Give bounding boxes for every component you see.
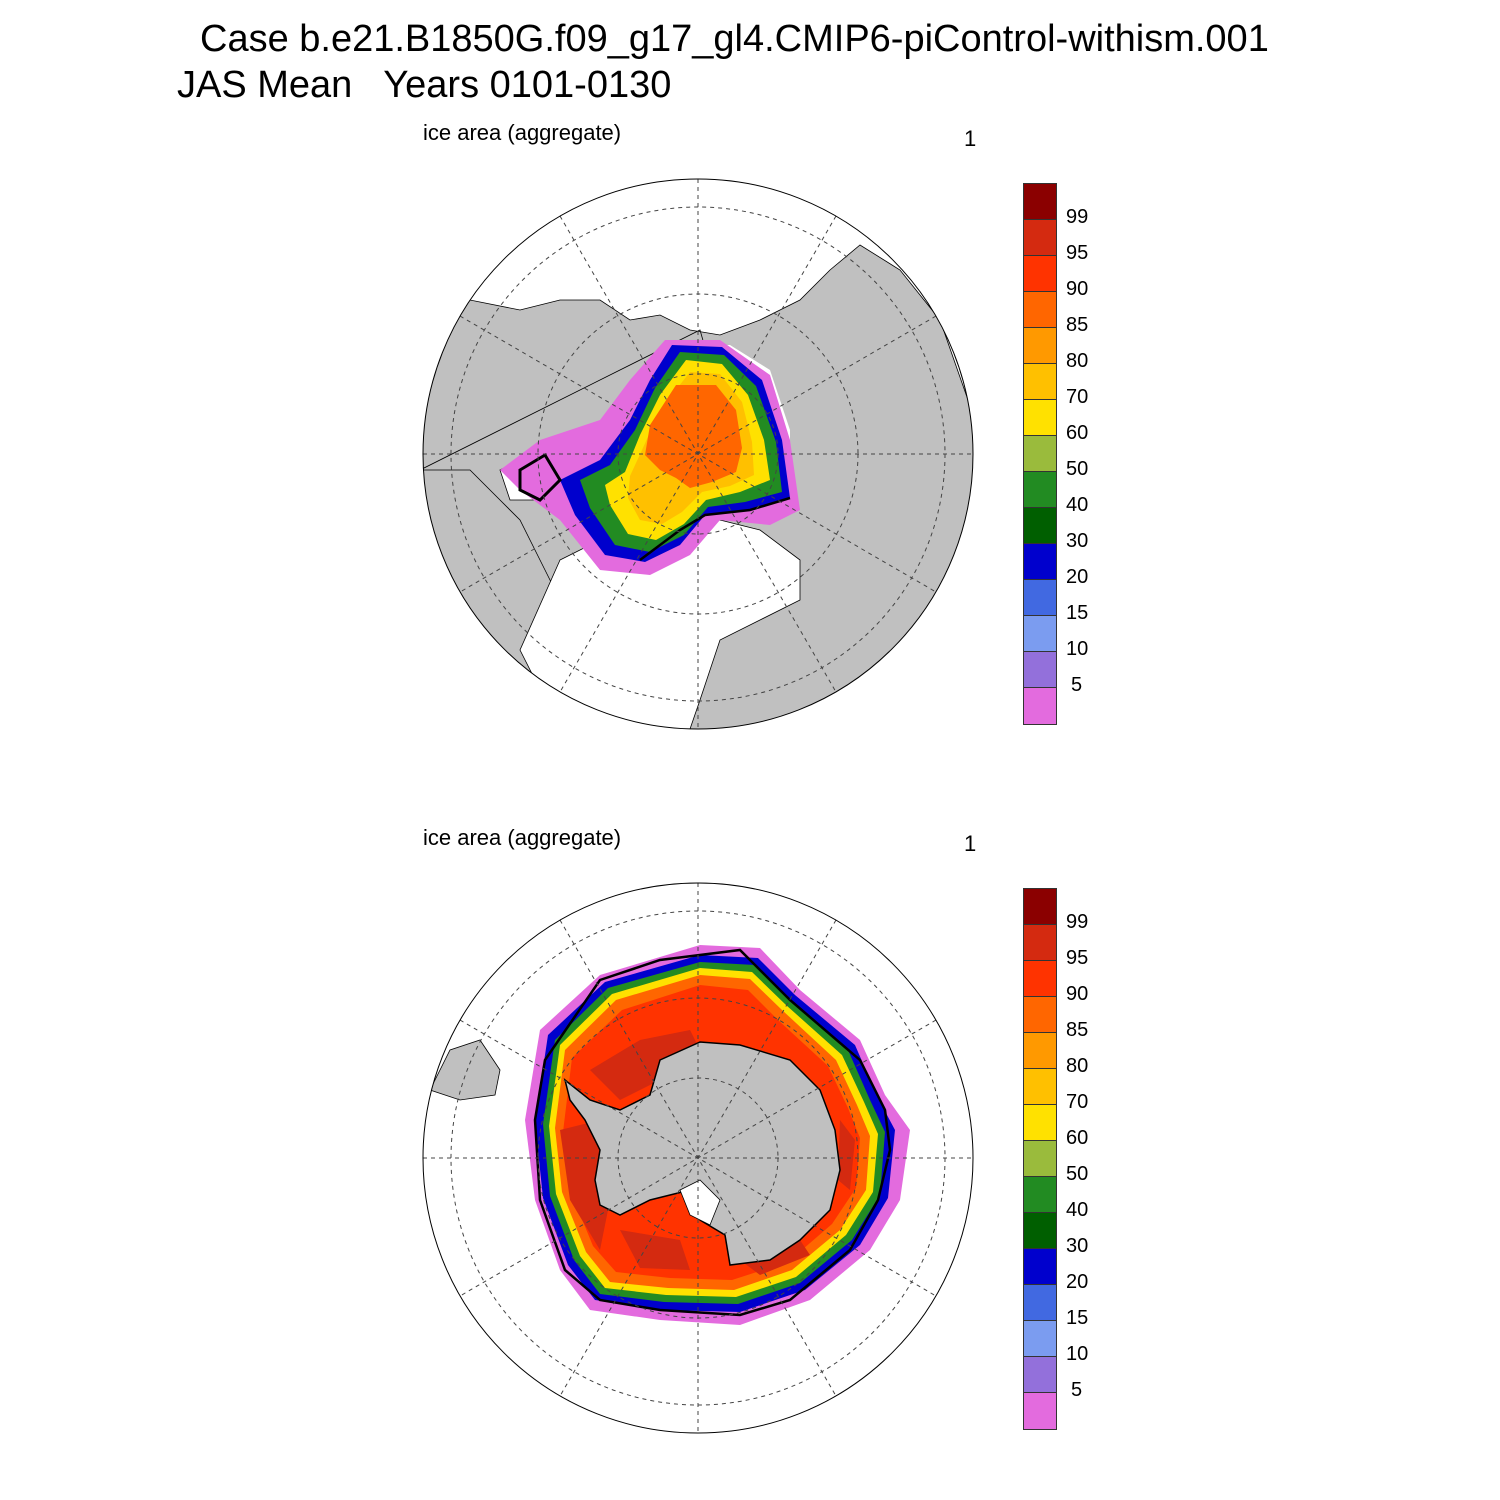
colorbar-north-swatch [1024,652,1056,688]
graticule-north [423,179,973,729]
colorbar-south-tick-label: 99 [1066,911,1089,933]
colorbar-south-swatch [1024,1141,1056,1177]
colorbar-south-tick-label: 95 [1066,947,1089,969]
colorbar-north-tick-label: 40 [1066,494,1089,516]
colorbar-north-tick-label: 90 [1066,278,1089,300]
colorbar-north-tick-label: 15 [1066,602,1089,624]
land-south-america [429,1039,501,1101]
colorbar-south-tick-label: 20 [1066,1271,1089,1293]
colorbar-south-swatch [1024,1357,1056,1393]
colorbar-north-tick-label: 30 [1066,530,1089,552]
colorbar-north-swatch [1024,580,1056,616]
colorbar-north-swatch [1024,616,1056,652]
colorbar-north-tick-label: 70 [1066,386,1089,408]
ice-north-85 [645,385,742,488]
panel-north-number: 1 [964,126,977,151]
colorbar-south-swatch [1024,1321,1056,1357]
colorbar-south-swatch [1024,1393,1056,1429]
graticule-south [423,883,973,1433]
ice-south-95 [560,1030,855,1275]
colorbar-north-tick-label: 95 [1066,242,1089,264]
colorbar-north-swatch [1024,436,1056,472]
colorbar-south-tick-label: 5 [1071,1379,1083,1401]
map-south [423,883,973,1433]
colorbar-south-swatch [1024,1177,1056,1213]
colorbar-north-tick-label: 85 [1066,314,1089,336]
colorbar-south-tick-label: 40 [1066,1199,1089,1221]
colorbar-south-swatch [1024,1285,1056,1321]
colorbar-north-tick-label: 5 [1071,674,1083,696]
colorbar-north-tick-label: 20 [1066,566,1089,588]
colorbar-south-swatch [1024,1249,1056,1285]
colorbar-north-swatch [1024,544,1056,580]
colorbar-south-swatch [1024,1033,1056,1069]
colorbar-south-swatch [1024,1105,1056,1141]
colorbar-south-swatch [1024,925,1056,961]
colorbar-south-swatch [1024,997,1056,1033]
colorbar-south-tick-label: 10 [1066,1343,1089,1365]
colorbar-south-swatch [1024,961,1056,997]
colorbar-south-tick-label: 15 [1066,1307,1089,1329]
colorbar-south-tick-label: 50 [1066,1163,1089,1185]
colorbar-north-swatch [1024,292,1056,328]
colorbar-north-swatch [1024,184,1056,220]
colorbar-south-tick-label: 60 [1066,1127,1089,1149]
colorbar-south-tick-label: 70 [1066,1091,1089,1113]
colorbar-north-tick-label: 99 [1066,206,1089,228]
colorbar-north-tick-label: 10 [1066,638,1089,660]
colorbar-north-tick-label: 50 [1066,458,1089,480]
colorbar-north-swatch [1024,256,1056,292]
colorbar-north-swatch [1024,328,1056,364]
colorbar-north-tick-label: 80 [1066,350,1089,372]
colorbar-north-swatch [1024,364,1056,400]
colorbar-north-tick-label: 60 [1066,422,1089,444]
colorbar-north [1023,183,1057,725]
colorbar-south-tick-label: 85 [1066,1019,1089,1041]
colorbar-south-swatch [1024,1213,1056,1249]
colorbar-south [1023,888,1057,1430]
colorbar-south-swatch [1024,1069,1056,1105]
colorbar-south-swatch [1024,889,1056,925]
colorbar-south-tick-label: 90 [1066,983,1089,1005]
colorbar-north-swatch [1024,688,1056,724]
colorbar-north-swatch [1024,472,1056,508]
colorbar-south-tick-label: 30 [1066,1235,1089,1257]
map-north [423,179,973,729]
colorbar-south-tick-label: 80 [1066,1055,1089,1077]
panel-north-label: ice area (aggregate) [423,120,622,145]
colorbar-north-swatch [1024,400,1056,436]
colorbar-north-swatch [1024,508,1056,544]
figure-title-period: JAS Mean Years 0101-0130 [177,64,672,106]
colorbar-north-swatch [1024,220,1056,256]
panel-south-number: 1 [964,831,977,856]
panel-south-label: ice area (aggregate) [423,825,622,850]
figure-title-case: Case b.e21.B1850G.f09_g17_gl4.CMIP6-piCo… [200,18,1269,60]
